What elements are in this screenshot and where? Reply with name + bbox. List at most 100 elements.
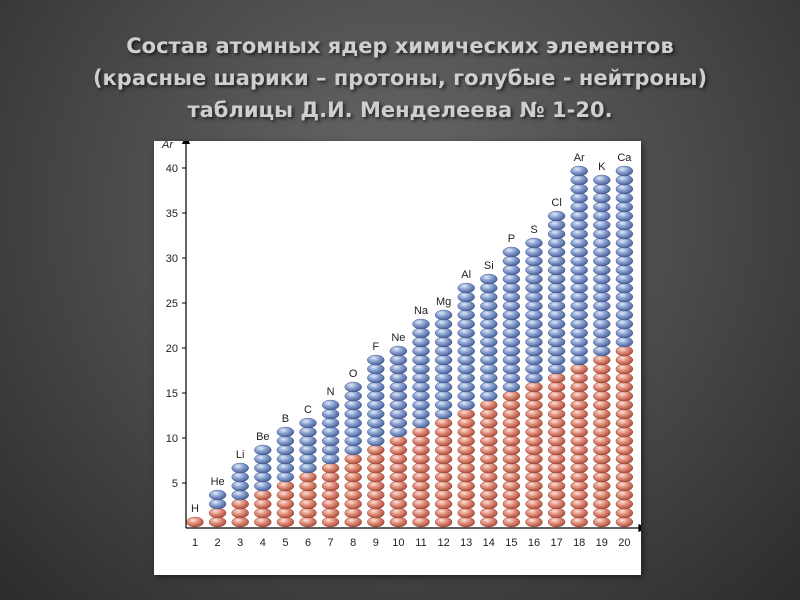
proton-ball xyxy=(412,480,430,492)
element-symbol-label: Be xyxy=(256,431,269,443)
proton-ball xyxy=(525,453,543,465)
proton-ball xyxy=(480,462,498,474)
neutron-ball xyxy=(480,309,498,321)
neutron-ball xyxy=(547,246,566,258)
proton-ball xyxy=(434,462,453,474)
neutron-ball xyxy=(412,417,430,429)
neutron-ball xyxy=(389,390,408,402)
y-tick-label: 35 xyxy=(166,208,178,220)
neutron-ball xyxy=(547,309,566,321)
neutron-ball xyxy=(570,246,588,258)
proton-ball xyxy=(457,480,475,492)
x-tick-label: 13 xyxy=(460,537,472,549)
proton-ball xyxy=(593,498,611,510)
element-symbol-label: Si xyxy=(484,260,494,272)
proton-ball xyxy=(231,507,249,519)
neutron-ball xyxy=(570,228,588,240)
neutron-ball xyxy=(231,471,249,483)
neutron-ball xyxy=(480,381,498,393)
x-tick-label: 5 xyxy=(282,537,288,549)
neutron-ball xyxy=(367,354,385,366)
proton-ball xyxy=(525,408,543,420)
proton-ball xyxy=(593,426,611,438)
neutron-ball xyxy=(615,183,634,195)
neutron-ball xyxy=(321,435,340,447)
neutron-ball xyxy=(525,309,543,321)
neutron-ball xyxy=(480,327,498,339)
proton-ball xyxy=(593,417,611,429)
proton-ball xyxy=(367,462,385,474)
proton-ball xyxy=(502,498,521,510)
neutron-ball xyxy=(412,381,430,393)
proton-ball xyxy=(593,462,611,474)
proton-ball xyxy=(593,390,611,402)
proton-ball xyxy=(254,516,272,528)
proton-ball xyxy=(389,462,408,474)
proton-ball xyxy=(502,435,521,447)
neutron-ball xyxy=(547,237,566,249)
neutron-ball xyxy=(434,327,453,339)
proton-ball xyxy=(570,453,588,465)
x-tick-label: 3 xyxy=(237,537,243,549)
proton-ball xyxy=(276,480,295,492)
proton-ball xyxy=(547,507,566,519)
x-tick-label: 9 xyxy=(373,537,379,549)
neutron-ball xyxy=(502,363,521,375)
proton-ball xyxy=(480,471,498,483)
neutron-ball xyxy=(457,354,475,366)
neutron-ball xyxy=(593,183,611,195)
neutron-ball xyxy=(593,273,611,285)
neutron-ball xyxy=(547,255,566,267)
neutron-ball xyxy=(525,345,543,357)
proton-ball xyxy=(570,498,588,510)
proton-ball xyxy=(593,507,611,519)
neutron-ball xyxy=(344,435,362,447)
proton-ball xyxy=(525,417,543,429)
neutron-ball xyxy=(344,408,362,420)
neutron-ball xyxy=(570,219,588,231)
proton-ball xyxy=(457,516,475,528)
neutron-ball xyxy=(547,264,566,276)
proton-ball xyxy=(299,507,317,519)
y-axis-arrow xyxy=(182,141,190,144)
proton-ball xyxy=(344,480,362,492)
neutron-ball xyxy=(570,255,588,267)
proton-ball xyxy=(276,507,295,519)
proton-ball xyxy=(615,516,634,528)
proton-ball xyxy=(389,480,408,492)
proton-ball xyxy=(367,516,385,528)
neutron-ball xyxy=(389,381,408,393)
neutron-ball xyxy=(344,444,362,456)
proton-ball xyxy=(389,507,408,519)
proton-ball xyxy=(615,435,634,447)
proton-ball xyxy=(480,489,498,501)
proton-ball xyxy=(299,498,317,510)
proton-ball xyxy=(570,399,588,411)
element-column-ca xyxy=(615,165,634,528)
neutron-ball xyxy=(434,345,453,357)
neutron-ball xyxy=(502,282,521,294)
element-symbol-label: P xyxy=(508,233,515,245)
proton-ball xyxy=(344,471,362,483)
proton-ball xyxy=(525,381,543,393)
neutron-ball xyxy=(525,336,543,348)
neutron-ball xyxy=(457,363,475,375)
proton-ball xyxy=(434,498,453,510)
proton-ball xyxy=(593,453,611,465)
x-tick-label: 7 xyxy=(328,537,334,549)
neutron-ball xyxy=(367,435,385,447)
neutron-ball xyxy=(389,426,408,438)
element-column-c xyxy=(299,417,317,528)
proton-ball xyxy=(593,516,611,528)
neutron-ball xyxy=(570,264,588,276)
neutron-ball xyxy=(344,381,362,393)
neutron-ball xyxy=(367,426,385,438)
neutron-ball xyxy=(412,327,430,339)
element-column-na xyxy=(412,318,430,528)
proton-ball xyxy=(344,489,362,501)
proton-ball xyxy=(389,435,408,447)
proton-ball xyxy=(570,426,588,438)
neutron-ball xyxy=(502,381,521,393)
neutron-ball xyxy=(615,327,634,339)
neutron-ball xyxy=(502,291,521,303)
